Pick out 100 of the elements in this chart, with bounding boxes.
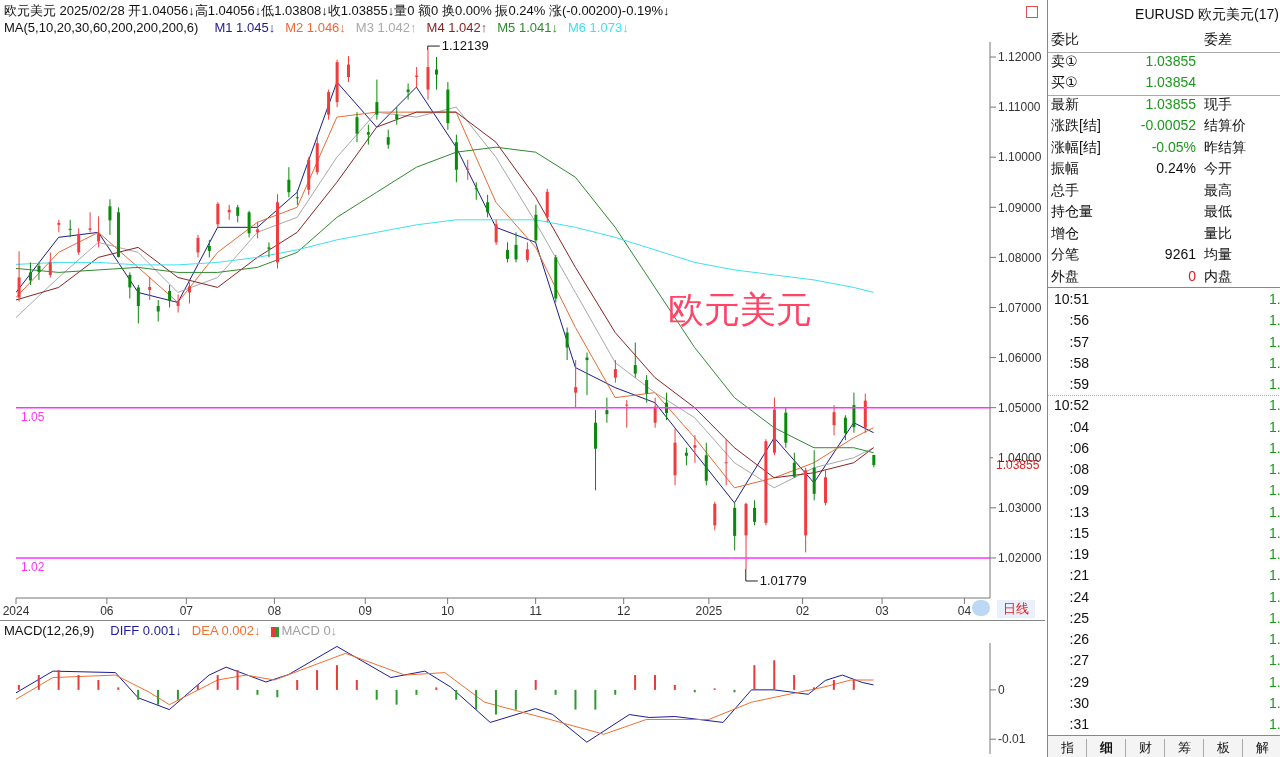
text: M6 1.073↓ [567, 20, 629, 35]
annotation: 1.01779 [759, 573, 807, 588]
y-tick-label: 1.06000 [998, 350, 1042, 365]
legend-title: MACD(12,26,9) [4, 623, 95, 638]
text: 1. [1269, 312, 1280, 329]
text: :25 [1069, 609, 1089, 626]
x-tick-label: 03 [875, 603, 890, 618]
bar [196, 684, 199, 690]
candlestick [514, 231, 518, 263]
text: 10:52 [1053, 397, 1089, 414]
text: 解 [1243, 739, 1280, 757]
bar [395, 689, 398, 705]
text: 1. [1269, 418, 1280, 435]
bar [176, 689, 179, 700]
candlestick [574, 359, 578, 409]
candlestick [176, 293, 180, 313]
text: :27 [1069, 652, 1089, 669]
text: 持仓量 [1051, 203, 1093, 221]
text: 外盘 [1051, 267, 1079, 286]
text: 1. [1269, 439, 1280, 456]
line-series [16, 645, 875, 743]
x-tick-label: 12 [617, 603, 631, 618]
text: 结算价 [1204, 117, 1246, 135]
bar [793, 675, 796, 690]
candlestick [386, 129, 390, 150]
candlestick [832, 404, 836, 436]
bar [574, 689, 577, 710]
candlestick [435, 56, 439, 91]
bar [753, 665, 756, 690]
text: :15 [1069, 524, 1089, 541]
text: 1.03855 [1145, 52, 1196, 69]
text: M5 1.041↓ [497, 20, 558, 35]
bar [813, 687, 815, 690]
bar [494, 689, 497, 715]
text: 1. [1269, 567, 1280, 584]
text: 1. [1269, 354, 1280, 371]
text: 1. [1269, 482, 1280, 499]
bar [554, 689, 557, 695]
bar [77, 675, 80, 690]
ref-line-label: 1.05 [21, 410, 45, 425]
text: 1. [1269, 588, 1280, 605]
text: :06 [1069, 439, 1089, 456]
text: 昨结算 [1204, 138, 1246, 157]
x-tick-label: 07 [179, 603, 194, 618]
candlestick [97, 215, 101, 248]
text: M2 1.046↓ [285, 20, 346, 35]
text: 涨幅[结] [1051, 138, 1101, 157]
text: 最高 [1204, 181, 1232, 200]
text: :26 [1069, 631, 1089, 647]
text: 1. [1269, 333, 1280, 350]
text: 0 [1188, 267, 1196, 284]
bar [355, 680, 358, 690]
x-tick-label: 2024 [2, 603, 30, 618]
candlestick [613, 359, 617, 384]
legend-label: MACD 0↓ [280, 623, 338, 638]
candlestick [247, 210, 251, 238]
candlestick [168, 284, 172, 308]
candlestick [28, 261, 32, 286]
text: 1.03855 [1145, 95, 1196, 112]
candlestick [724, 438, 728, 486]
bar [455, 689, 458, 700]
text: 1. [1269, 546, 1280, 562]
text: :30 [1069, 694, 1089, 711]
bar [316, 670, 319, 690]
candlestick [187, 281, 191, 304]
text: -0.05% [1151, 138, 1196, 155]
bar [17, 684, 20, 690]
candlestick [287, 166, 291, 198]
bar [634, 675, 637, 690]
y-tick-label: 1.02000 [998, 551, 1042, 566]
text: :29 [1069, 673, 1089, 690]
annotation: 1.12139 [441, 38, 489, 54]
text: 10:51 [1053, 291, 1089, 307]
text: EURUSD 欧元美元(17) [1135, 6, 1279, 24]
text: 1. [1269, 376, 1280, 392]
bar [514, 689, 517, 710]
candlestick [77, 227, 81, 256]
text: 量比 [1204, 224, 1232, 243]
bar [37, 675, 40, 690]
bar [57, 670, 60, 690]
y-tick-label: 1.08000 [998, 250, 1042, 265]
text: 筹 [1165, 739, 1204, 757]
text: :21 [1069, 567, 1089, 584]
candlestick [136, 284, 140, 325]
text: :04 [1069, 418, 1089, 435]
text: 最新 [1051, 95, 1079, 114]
candlestick [494, 219, 498, 246]
text: :59 [1069, 376, 1089, 392]
candlestick [693, 434, 697, 464]
text: :24 [1069, 588, 1089, 605]
bar [137, 689, 140, 700]
text: :58 [1069, 354, 1089, 371]
x-tick-label: 04 [957, 603, 972, 618]
x-tick-label: 09 [358, 603, 373, 618]
text: 1. [1269, 503, 1280, 520]
text: 1. [1269, 631, 1280, 647]
y-tick-label: 1.12000 [998, 50, 1042, 65]
text: 0.24% [1156, 160, 1196, 176]
candlestick [565, 327, 569, 361]
y-tick-label: 1.10000 [998, 150, 1042, 165]
